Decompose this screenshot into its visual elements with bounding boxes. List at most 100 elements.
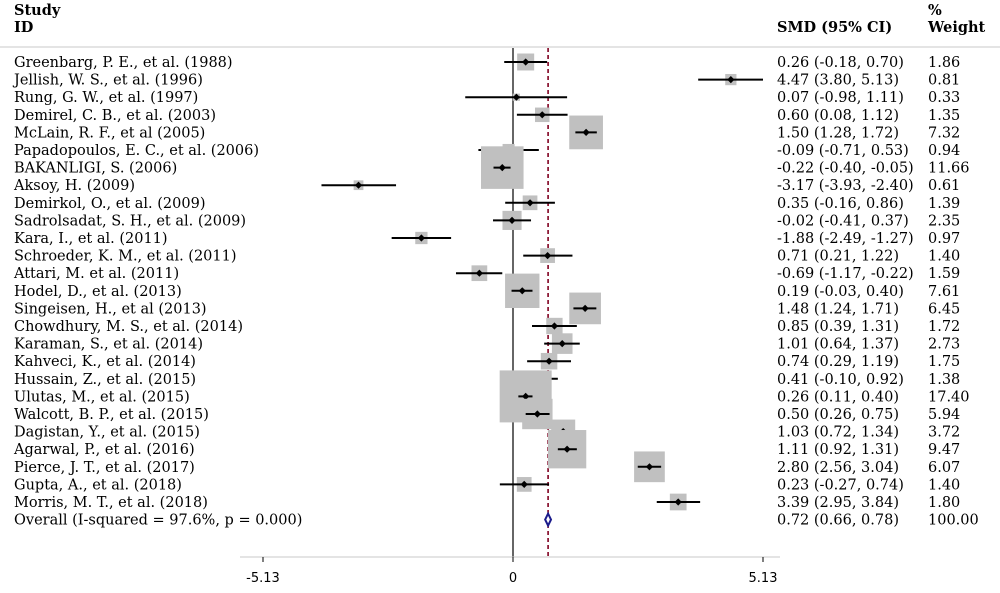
- study-row: Singeisen, H., et al (2013) 1.48 (1.24, 1…: [14, 292, 960, 325]
- study-row: Hussain, Z., et al. (2015) 0.41 (-0.10, 0…: [14, 371, 960, 388]
- weight-value: 17.40: [928, 389, 970, 405]
- x-tick-label: 5.13: [749, 571, 778, 586]
- study-label: Hodel, D., et al. (2013): [14, 284, 182, 300]
- study-row: Pierce, J. T., et al. (2017) 2.80 (2.56, …: [14, 451, 960, 483]
- study-label: Hussain, Z., et al. (2015): [14, 372, 196, 388]
- smd-ci-value: 1.01 (0.64, 1.37): [777, 337, 899, 353]
- smd-ci-value: 0.71 (0.21, 1.22): [777, 249, 899, 265]
- smd-ci-value: 1.50 (1.28, 1.72): [777, 125, 899, 141]
- weight-value: 2.35: [928, 213, 960, 229]
- axis-layer: -5.13 0 5.13: [240, 48, 780, 586]
- study-row: Gupta, A., et al. (2018) 0.23 (-0.27, 0.7…: [14, 477, 960, 493]
- point-estimate: [544, 252, 552, 260]
- smd-ci-value: 0.41 (-0.10, 0.92): [777, 372, 904, 388]
- study-row: Aksoy, H. (2009) -3.17 (-3.93, -2.40) 0.61: [13, 178, 960, 194]
- weight-value: 7.61: [928, 284, 960, 300]
- study-row: Attari, M. et al. (2011) -0.69 (-1.17, -0…: [13, 265, 960, 282]
- weight-value: 0.81: [928, 73, 960, 89]
- study-row: Dagistan, Y., et al. (2015) 1.03 (0.72, 1…: [14, 419, 960, 444]
- smd-ci-value: 0.19 (-0.03, 0.40): [777, 284, 904, 300]
- study-label: Ulutas, M., et al. (2015): [14, 389, 190, 405]
- point-estimate: [558, 340, 566, 348]
- weight-value: 2.73: [928, 337, 960, 353]
- point-estimate: [508, 216, 516, 224]
- study-row: Greenbarg, P. E., et al. (1988) 0.26 (-0.…: [14, 53, 960, 71]
- smd-ci-value: -0.69 (-1.17, -0.22): [777, 266, 914, 282]
- point-estimate: [645, 463, 654, 471]
- point-estimate: [582, 128, 590, 136]
- point-estimate: [354, 181, 363, 189]
- weight-value: 0.94: [928, 143, 960, 159]
- overall-smd-ci-value: 0.72 (0.66, 0.78): [777, 513, 899, 529]
- study-row: Hodel, D., et al. (2013) 0.19 (-0.03, 0.4…: [14, 273, 960, 308]
- smd-ci-value: 0.85 (0.39, 1.31): [777, 319, 899, 335]
- point-estimate: [538, 111, 546, 119]
- study-label: Kahveci, K., et al. (2014): [14, 354, 196, 370]
- weight-value: 1.75: [928, 354, 960, 370]
- point-estimate: [518, 287, 526, 295]
- smd-ci-value: 0.26 (0.11, 0.40): [777, 389, 899, 405]
- point-estimate: [417, 234, 425, 242]
- point-estimate: [512, 93, 521, 101]
- smd-ci-value: -3.17 (-3.93, -2.40): [777, 178, 914, 194]
- study-label: Walcott, B. P., et al. (2015): [14, 407, 209, 423]
- weight-value: 1.39: [928, 196, 960, 212]
- smd-ci-value: 0.50 (0.26, 0.75): [777, 407, 899, 423]
- study-row: Walcott, B. P., et al. (2015) 0.50 (0.26,…: [14, 398, 960, 430]
- weight-value: 1.40: [928, 249, 960, 265]
- study-label: Demirel, C. B., et al. (2003): [14, 108, 216, 124]
- study-label: Pierce, J. T., et al. (2017): [14, 460, 195, 476]
- study-label: Schroeder, K. M., et al. (2011): [14, 249, 237, 265]
- x-tick-label: -5.13: [246, 571, 280, 586]
- weight-value: 1.80: [928, 495, 960, 511]
- study-label: Agarwal, P., et al. (2016): [13, 442, 195, 458]
- weight-value: 6.07: [928, 460, 960, 476]
- study-label: Chowdhury, M. S., et al. (2014): [14, 319, 243, 335]
- smd-ci-value: 0.23 (-0.27, 0.74): [777, 477, 904, 493]
- point-estimate: [533, 410, 541, 418]
- overall-weight-value: 100.00: [928, 513, 979, 529]
- study-row: BAKANLIGI, S. (2006) -0.22 (-0.40, -0.05)…: [14, 146, 970, 189]
- study-label: Greenbarg, P. E., et al. (1988): [14, 55, 233, 71]
- weight-value: 1.59: [928, 266, 960, 282]
- weight-value: 1.72: [928, 319, 960, 335]
- study-row: Kahveci, K., et al. (2014) 0.74 (0.29, 1.…: [14, 352, 960, 370]
- overall-label: Overall (I-squared = 97.6%, p = 0.000): [14, 513, 302, 529]
- weight-value: 1.38: [928, 372, 960, 388]
- header-weight-line1: %: [928, 2, 942, 19]
- weight-value: 1.35: [928, 108, 960, 124]
- weight-value: 3.72: [928, 425, 960, 441]
- point-estimate: [545, 357, 553, 365]
- x-tick-label: 0: [509, 571, 517, 586]
- overall-diamond: [544, 511, 553, 528]
- weight-value: 9.47: [928, 442, 960, 458]
- weight-value: 11.66: [928, 161, 970, 177]
- smd-ci-value: 0.60 (0.08, 1.12): [777, 108, 899, 124]
- study-row: Kara, I., et al. (2011) -1.88 (-2.49, -1.…: [14, 231, 960, 247]
- smd-ci-value: -0.02 (-0.41, 0.37): [777, 213, 909, 229]
- smd-ci-value: -0.22 (-0.40, -0.05): [777, 161, 914, 177]
- weight-value: 1.40: [928, 477, 960, 493]
- smd-ci-value: 0.26 (-0.18, 0.70): [777, 55, 904, 71]
- smd-ci-value: 2.80 (2.56, 3.04): [777, 460, 899, 476]
- smd-ci-value: 0.07 (-0.98, 1.11): [777, 90, 904, 106]
- study-label: Sadrolsadat, S. H., et al. (2009): [14, 213, 246, 229]
- study-row: Karaman, S., et al. (2014) 1.01 (0.64, 1.…: [14, 333, 960, 354]
- point-estimate: [727, 76, 735, 84]
- point-estimate: [581, 304, 589, 312]
- point-estimate: [563, 445, 571, 453]
- study-label: Kara, I., et al. (2011): [14, 231, 168, 247]
- study-label: Dagistan, Y., et al. (2015): [14, 425, 200, 441]
- smd-ci-value: -1.88 (-2.49, -1.27): [777, 231, 914, 247]
- study-label: Gupta, A., et al. (2018): [14, 477, 182, 493]
- study-row: Rung, G. W., et al. (1997) 0.07 (-0.98, 1…: [14, 90, 960, 106]
- study-row: Sadrolsadat, S. H., et al. (2009) -0.02 (…: [14, 210, 960, 230]
- header-study-line1: Study: [14, 2, 61, 19]
- study-label: Attari, M. et al. (2011): [13, 266, 179, 282]
- header-weight-line2: Weight: [927, 19, 986, 36]
- study-label: Rung, G. W., et al. (1997): [14, 90, 198, 106]
- smd-ci-value: 4.47 (3.80, 5.13): [777, 73, 899, 89]
- weight-value: 0.61: [928, 178, 960, 194]
- study-label: Demirkol, O., et al. (2009): [14, 196, 206, 212]
